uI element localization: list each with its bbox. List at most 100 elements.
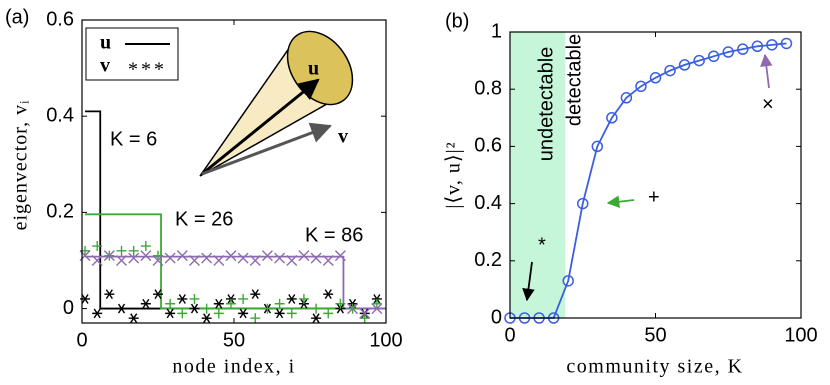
marker — [116, 245, 127, 256]
marker — [323, 308, 334, 319]
inset-label: v — [338, 126, 348, 148]
marker — [201, 313, 212, 324]
marker — [678, 59, 691, 71]
marker — [347, 303, 359, 315]
marker — [751, 40, 764, 53]
marker — [213, 308, 224, 319]
y-tick-label: 0.8 — [474, 77, 502, 99]
marker — [91, 254, 103, 266]
marker — [104, 289, 115, 300]
marker — [286, 254, 298, 266]
x-axis-label: community size, K — [566, 356, 743, 378]
annotation: K = 6 — [110, 128, 157, 150]
marker — [249, 254, 261, 266]
legend-label: *** — [128, 59, 167, 81]
marker — [664, 64, 676, 77]
y-axis-label: |⟨v, u⟩|² — [443, 141, 465, 208]
marker — [335, 298, 346, 309]
annotation: K = 26 — [175, 208, 233, 230]
marker — [237, 252, 249, 264]
shaded-region — [510, 32, 566, 318]
marker — [577, 197, 589, 210]
y-tick-label: 0.6 — [46, 8, 74, 30]
arrow — [760, 53, 773, 89]
annotation: K = 86 — [305, 224, 363, 246]
region-label: undetectable — [536, 47, 558, 162]
legend-label: u — [100, 32, 111, 54]
arrow — [201, 78, 320, 176]
marker — [250, 289, 261, 300]
x-axis-label: node index, i — [172, 356, 295, 378]
marker — [153, 250, 163, 261]
marker — [92, 241, 103, 252]
marker — [103, 250, 115, 262]
marker — [116, 303, 127, 314]
series-line — [85, 213, 386, 310]
marker — [153, 289, 163, 300]
marker — [311, 313, 322, 324]
marker — [371, 303, 383, 315]
marker — [591, 140, 604, 153]
marker — [562, 275, 574, 287]
y-tick-label: 0.6 — [474, 135, 502, 157]
y-tick-label: 0 — [63, 297, 74, 319]
marker — [286, 294, 297, 304]
y-tick-label: 0.2 — [46, 201, 74, 223]
marker — [165, 298, 176, 309]
annotation: × — [762, 93, 774, 115]
marker — [286, 308, 297, 319]
marker — [128, 245, 139, 256]
marker — [298, 250, 310, 262]
marker — [359, 313, 370, 324]
y-tick-label: 0.2 — [474, 249, 502, 271]
marker — [213, 298, 224, 309]
marker — [262, 303, 273, 314]
annotation: + — [648, 186, 660, 208]
marker — [238, 293, 249, 304]
marker — [225, 298, 236, 309]
marker — [140, 298, 151, 309]
marker — [250, 313, 261, 324]
x-tick-label: 100 — [369, 329, 402, 351]
marker — [92, 308, 103, 319]
x-tick-label: 50 — [223, 329, 245, 351]
y-tick-label: 0.4 — [46, 104, 74, 126]
inset-label: u — [308, 58, 319, 80]
marker — [310, 252, 322, 264]
region-label: detectable — [564, 34, 586, 126]
marker — [201, 303, 212, 314]
marker — [693, 54, 705, 67]
marker — [261, 250, 273, 262]
marker — [649, 72, 662, 84]
legend-label: v — [100, 55, 110, 77]
marker — [189, 303, 200, 314]
panel-label: (b) — [445, 10, 469, 32]
marker — [635, 80, 647, 93]
marker — [707, 50, 720, 63]
marker — [164, 252, 176, 264]
marker — [140, 241, 151, 252]
marker — [722, 46, 734, 58]
panel-label: (a) — [5, 6, 29, 28]
marker — [274, 252, 286, 264]
marker — [311, 303, 322, 314]
marker — [606, 112, 618, 124]
arrow — [606, 195, 635, 208]
marker — [152, 254, 164, 266]
x-tick-label: 100 — [784, 324, 817, 346]
x-tick-label: 0 — [504, 324, 515, 346]
y-axis-label: eigenvector, vᵢ — [10, 100, 32, 231]
marker — [371, 298, 382, 309]
y-tick-label: 0.4 — [474, 192, 502, 214]
marker — [225, 250, 237, 262]
marker — [359, 307, 371, 319]
x-tick-label: 50 — [644, 324, 666, 346]
marker — [322, 254, 334, 266]
marker — [780, 37, 793, 50]
marker — [298, 293, 309, 304]
marker — [766, 39, 778, 51]
marker — [323, 289, 334, 300]
marker — [177, 294, 188, 304]
marker — [238, 308, 249, 319]
